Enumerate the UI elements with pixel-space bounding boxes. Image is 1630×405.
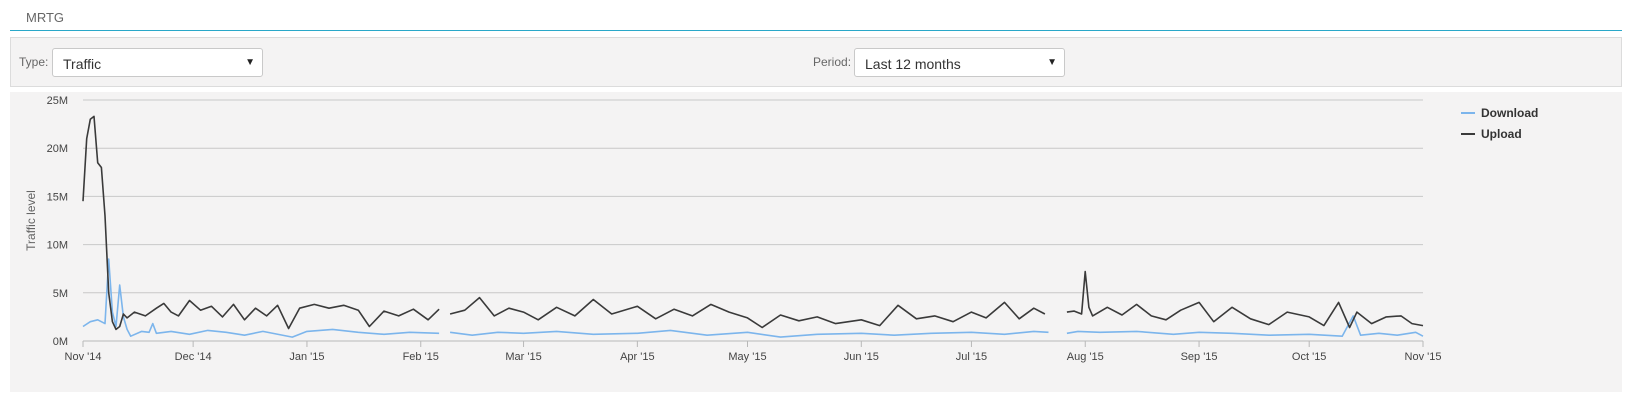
period-select-value: Last 12 months: [865, 56, 961, 72]
x-tick-label: Sep '15: [1181, 351, 1218, 363]
triangle-down-icon: ▼: [1047, 57, 1057, 68]
x-tick-label: Oct '15: [1292, 351, 1327, 363]
x-tick-label: May '15: [728, 351, 766, 363]
type-select[interactable]: Traffic ▼: [52, 48, 263, 77]
x-tick-label: Jun '15: [844, 351, 879, 363]
x-tick-label: Nov '15: [1405, 351, 1442, 363]
series-line-upload: [82, 115, 1424, 331]
legend-item-upload: Upload: [1481, 127, 1522, 141]
x-tick-label: Jul '15: [956, 351, 987, 363]
y-tick-label: 25M: [47, 95, 68, 107]
x-tick-label: Dec '14: [175, 351, 212, 363]
y-axis-title: Traffic level: [24, 190, 38, 251]
traffic-chart: 0M 5M 10M 15M 20M 25M Nov '14 Dec '14 Jan '15 Feb…: [10, 92, 1622, 392]
type-label: Type:: [19, 55, 49, 69]
x-tick-label: Jan '15: [289, 351, 324, 363]
y-tick-label: 20M: [47, 143, 68, 155]
type-select-value: Traffic: [63, 56, 102, 72]
y-tick-label: 15M: [47, 191, 68, 203]
legend-item-download: Download: [1481, 106, 1538, 120]
chart-svg: 0M 5M 10M 15M 20M 25M Nov '14 Dec '14 Jan '15 Feb…: [24, 95, 1538, 363]
y-tick-label: 0M: [53, 336, 68, 348]
x-tick-label: Aug '15: [1067, 351, 1104, 363]
y-tick-label: 10M: [47, 240, 68, 252]
period-select[interactable]: Last 12 months ▼: [854, 48, 1065, 77]
panel-header: MRTG: [10, 0, 1622, 31]
y-tick-label: 5M: [53, 288, 68, 300]
x-tick-label: Feb '15: [403, 351, 439, 363]
period-label: Period:: [813, 55, 852, 69]
filter-bar: Type: Traffic ▼ Period: Last 12 months ▼: [10, 37, 1622, 87]
triangle-down-icon: ▼: [245, 57, 255, 68]
x-tick-label: Apr '15: [620, 351, 655, 363]
x-tick-label: Mar '15: [505, 351, 541, 363]
x-tick-label: Nov '14: [65, 351, 102, 363]
series-line-download: [82, 258, 1424, 338]
panel-title: MRTG: [26, 10, 65, 25]
